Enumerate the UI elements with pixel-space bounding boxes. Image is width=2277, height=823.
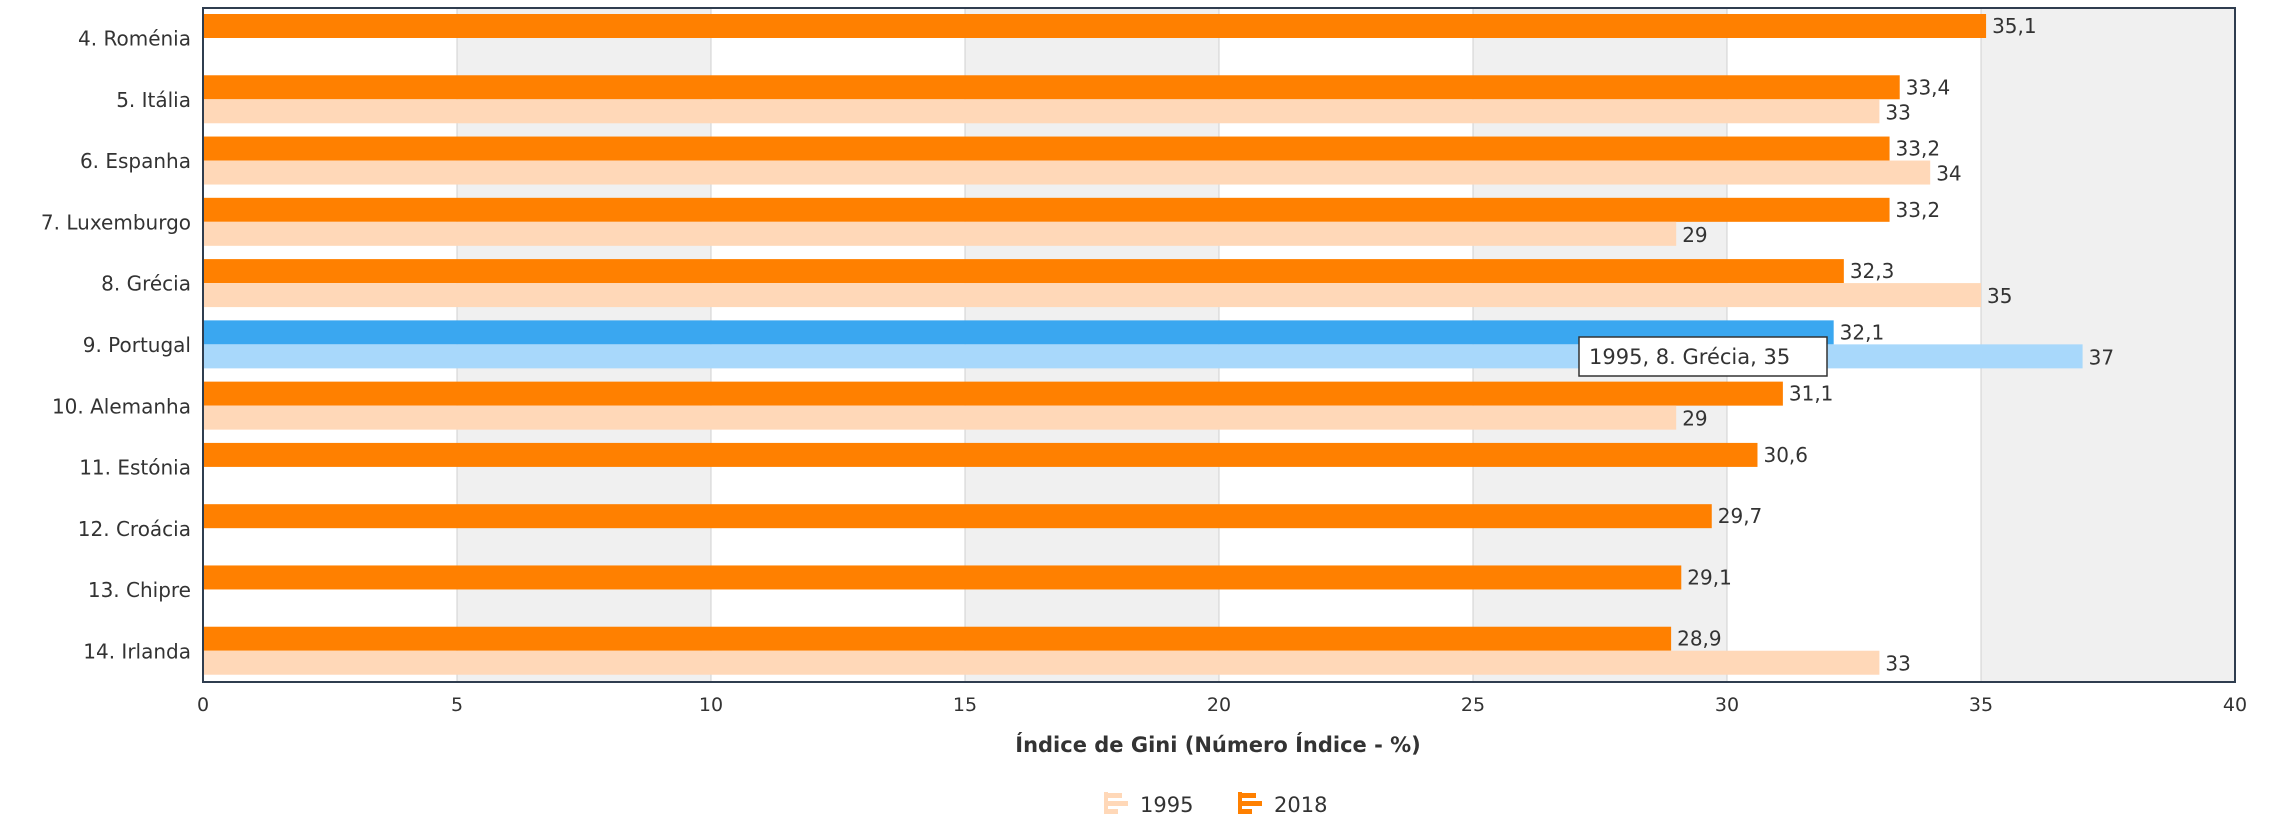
data-label-1995: 37 xyxy=(2089,345,2114,369)
bar-2018[interactable] xyxy=(203,320,1834,345)
x-tick-label: 15 xyxy=(953,694,977,716)
bar-1995[interactable] xyxy=(203,405,1677,430)
data-label-1995: 35 xyxy=(1987,284,2012,308)
bar-2018[interactable] xyxy=(203,259,1844,284)
bar-1995[interactable] xyxy=(203,221,1677,246)
data-label-2018: 32,1 xyxy=(1840,320,1885,344)
category-label: 11. Estónia xyxy=(79,456,191,480)
tooltip-box xyxy=(1578,336,1828,377)
legend-label: 1995 xyxy=(1140,793,1193,817)
value-labels: 35,133,43333,23433,22932,33532,13731,129… xyxy=(1677,14,2114,676)
bar-1995[interactable] xyxy=(203,99,1880,124)
data-label-1995: 29 xyxy=(1682,407,1707,431)
data-label-2018: 30,6 xyxy=(1763,443,1808,467)
data-label-2018: 29,1 xyxy=(1687,565,1732,589)
legend: 1995 2018 xyxy=(1104,792,1327,817)
data-label-2018: 33,2 xyxy=(1896,198,1941,222)
x-axis-ticks: 0 5 10 15 20 25 30 35 40 xyxy=(197,694,2247,716)
legend-symbol-bar xyxy=(1108,793,1122,798)
data-label-2018: 33,2 xyxy=(1896,137,1941,161)
legend-label: 2018 xyxy=(1274,793,1327,817)
category-label: 12. Croácia xyxy=(78,517,191,541)
x-tick-label: 5 xyxy=(451,694,463,716)
legend-symbol-bar xyxy=(1242,801,1262,806)
category-label: 5. Itália xyxy=(116,88,191,112)
category-label: 14. Irlanda xyxy=(83,639,191,663)
legend-symbol-bar xyxy=(1108,809,1118,814)
legend-symbol-stem xyxy=(1238,792,1242,814)
legend-item-2018[interactable]: 2018 xyxy=(1238,792,1327,817)
bar-2018[interactable] xyxy=(203,442,1758,467)
x-axis-title: Índice de Gini (Número Índice - %) xyxy=(1015,732,1420,757)
bar-1995[interactable] xyxy=(203,283,1981,308)
bar-2018[interactable] xyxy=(203,565,1682,590)
bar-1995[interactable] xyxy=(203,650,1880,675)
x-tick-label: 0 xyxy=(197,694,209,716)
data-label-1995: 29 xyxy=(1682,223,1707,247)
category-label: 9. Portugal xyxy=(83,333,191,357)
legend-symbol-bar xyxy=(1242,809,1252,814)
tooltip: 1995, 8. Grécia, 35 xyxy=(1578,336,1828,377)
legend-item-1995[interactable]: 1995 xyxy=(1104,792,1193,817)
bar-2018[interactable] xyxy=(203,197,1890,222)
category-labels: 4. Roménia 5. Itália 6. Espanha 7. Luxembur… xyxy=(41,27,191,664)
category-label: 13. Chipre xyxy=(88,578,191,602)
category-label: 8. Grécia xyxy=(101,272,191,296)
bar-2018[interactable] xyxy=(203,381,1783,406)
legend-symbol-bar xyxy=(1108,801,1128,806)
x-tick-label: 35 xyxy=(1969,694,1993,716)
x-tick-label: 20 xyxy=(1207,694,1231,716)
bar-2018[interactable] xyxy=(203,136,1890,161)
data-label-2018: 28,9 xyxy=(1677,627,1722,651)
data-label-2018: 31,1 xyxy=(1789,382,1834,406)
tooltip-text: 1995, 8. Grécia, 35 xyxy=(1589,345,1790,369)
x-tick-label: 25 xyxy=(1461,694,1485,716)
data-label-2018: 32,3 xyxy=(1850,259,1895,283)
data-label-1995: 33 xyxy=(1885,100,1910,124)
bar-2018[interactable] xyxy=(203,626,1672,651)
legend-symbol-bar xyxy=(1242,793,1256,798)
x-tick-label: 30 xyxy=(1715,694,1739,716)
x-tick-label: 40 xyxy=(2223,694,2247,716)
bar-2018[interactable] xyxy=(203,504,1712,529)
bar-2018[interactable] xyxy=(203,14,1987,38)
data-label-2018: 33,4 xyxy=(1906,75,1951,99)
data-label-1995: 34 xyxy=(1936,162,1961,186)
data-label-2018: 35,1 xyxy=(1992,14,2037,38)
bars xyxy=(203,14,2083,675)
category-label: 7. Luxemburgo xyxy=(41,210,191,234)
bar-1995[interactable] xyxy=(203,160,1931,185)
category-label: 6. Espanha xyxy=(80,149,191,173)
x-tick-label: 10 xyxy=(699,694,723,716)
category-label: 4. Roménia xyxy=(78,27,191,51)
plot-frame xyxy=(202,7,2236,683)
category-label: 10. Alemanha xyxy=(52,394,191,418)
data-label-1995: 33 xyxy=(1885,652,1910,676)
bar-2018[interactable] xyxy=(203,75,1900,100)
data-label-2018: 29,7 xyxy=(1718,504,1763,528)
legend-symbol-stem xyxy=(1104,792,1108,814)
